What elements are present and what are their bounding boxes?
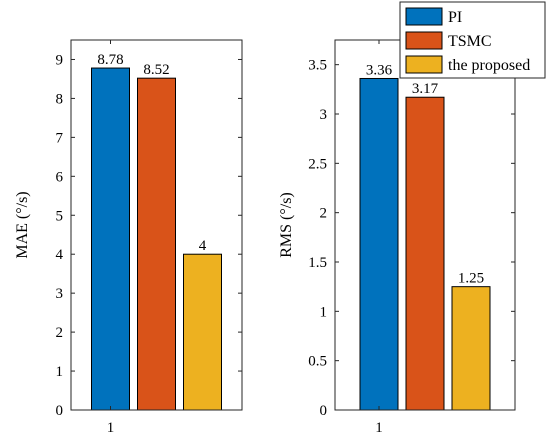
data-label: 8.78 [97, 52, 123, 68]
bar-pi [91, 67, 130, 411]
chart-panel-2: 3.36 3.17 1.25 0 0.5 1 1.5 2 2.5 3 3.5 1 RMS (°/s) [278, 39, 516, 436]
y-axis-label: RMS (°/s) [278, 192, 295, 258]
y-axis-label: MAE (°/s) [14, 191, 31, 258]
legend: PI TSMC the proposed [399, 1, 546, 79]
legend-item: the proposed [405, 55, 530, 74]
axes-box [70, 39, 243, 411]
y-tick-label: 6 [56, 169, 64, 185]
y-tick-label: 3 [56, 286, 64, 302]
legend-swatch [405, 55, 443, 74]
data-label: 4 [199, 238, 207, 254]
y-tick-label: 7 [56, 130, 64, 146]
legend-label: TSMC [448, 33, 492, 50]
y-tick-label: 0 [56, 403, 64, 419]
y-tick-label: 2.5 [308, 156, 327, 172]
y-tick-label: 4 [56, 247, 64, 263]
y-tick-label: 0.5 [308, 354, 327, 370]
legend-label: PI [448, 9, 462, 26]
y-tick-label: 2 [56, 325, 64, 341]
y-tick-label: 1.5 [308, 255, 327, 271]
y-tick-label: 0 [320, 403, 328, 419]
data-label: 8.52 [143, 62, 169, 78]
y-tick-label: 3.5 [308, 58, 327, 74]
bar-the-proposed [451, 286, 491, 411]
bar-the-proposed [183, 253, 222, 411]
bar-tsmc [405, 96, 445, 411]
data-label: 3.17 [412, 81, 439, 97]
x-tick-label: 1 [107, 420, 115, 436]
y-tick-label: 5 [56, 208, 64, 224]
legend-item: PI [405, 7, 462, 26]
chart-panel-1: 8.78 8.52 4 0 1 2 3 4 5 6 7 8 9 1 MAE (°/s) [14, 39, 243, 436]
y-tick-label: 1 [320, 304, 328, 320]
bar-pi [359, 77, 399, 411]
y-tick-label: 9 [56, 52, 64, 68]
y-tick-label: 1 [56, 364, 64, 380]
legend-label: the proposed [448, 57, 530, 74]
x-tick-label: 1 [375, 420, 383, 436]
y-tick-label: 2 [320, 206, 328, 222]
data-label: 1.25 [458, 271, 484, 287]
legend-swatch [405, 31, 443, 50]
data-label: 3.36 [366, 62, 393, 78]
legend-item: TSMC [405, 31, 492, 50]
chart-panels: 8.78 8.52 4 0 1 2 3 4 5 6 7 8 9 1 MAE (°/s) 3.36 3.17 1.2… [14, 39, 516, 436]
y-tick-label: 8 [56, 91, 64, 107]
bar-tsmc [137, 77, 176, 411]
y-tick-label: 3 [320, 107, 328, 123]
legend-swatch [405, 7, 443, 26]
